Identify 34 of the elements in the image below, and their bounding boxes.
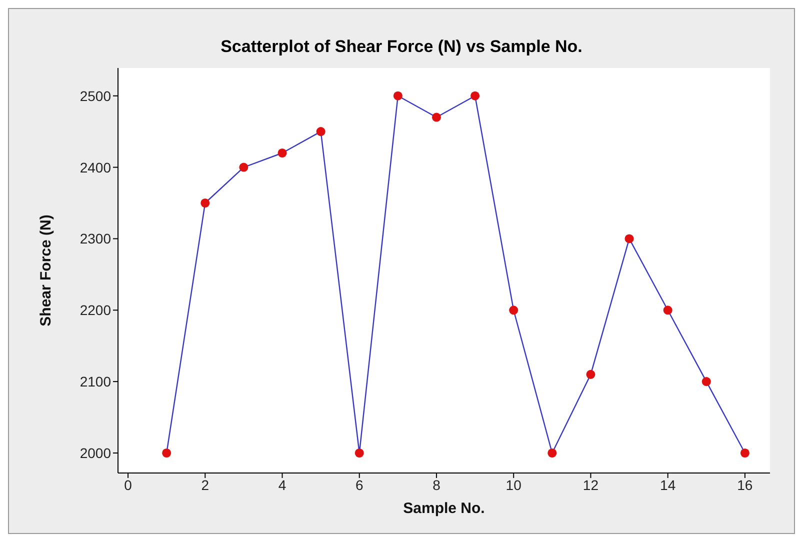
point (316, 127, 326, 136)
point (162, 448, 172, 458)
point (702, 377, 711, 386)
point (548, 448, 557, 458)
x-axis-title: Sample No. (403, 500, 485, 517)
point (624, 234, 634, 244)
x-tick-label: 12 (582, 476, 599, 493)
y-tick-label: 2000 (80, 444, 112, 461)
x-tick-label: 0 (124, 476, 132, 493)
point (586, 370, 596, 379)
x-tick-label: 8 (432, 476, 441, 493)
x-tick-label: 16 (737, 476, 753, 493)
point (239, 162, 248, 172)
point (354, 448, 364, 458)
point (740, 448, 750, 458)
point (663, 306, 672, 315)
point (200, 198, 210, 208)
y-tick-label: 2300 (80, 230, 112, 247)
x-tick-label: 10 (506, 476, 522, 493)
x-tick-label: 2 (201, 476, 210, 493)
y-tick-label: 2500 (80, 88, 112, 104)
x-tick-label: 6 (355, 476, 364, 493)
y-tick-label: 2100 (80, 374, 112, 390)
x-tick-label: 14 (660, 476, 676, 493)
point (470, 91, 480, 100)
point (432, 112, 441, 122)
point (509, 306, 518, 315)
chart-title: Scatterplot of Shear Force (N) vs Sample No. (220, 37, 584, 57)
x-tick-label: 4 (278, 476, 286, 493)
y-tick-label: 2400 (80, 159, 112, 176)
y-axis-title: Shear Force (N) (37, 214, 54, 326)
point (278, 148, 287, 158)
point (393, 91, 402, 100)
y-tick-label: 2200 (80, 302, 112, 318)
